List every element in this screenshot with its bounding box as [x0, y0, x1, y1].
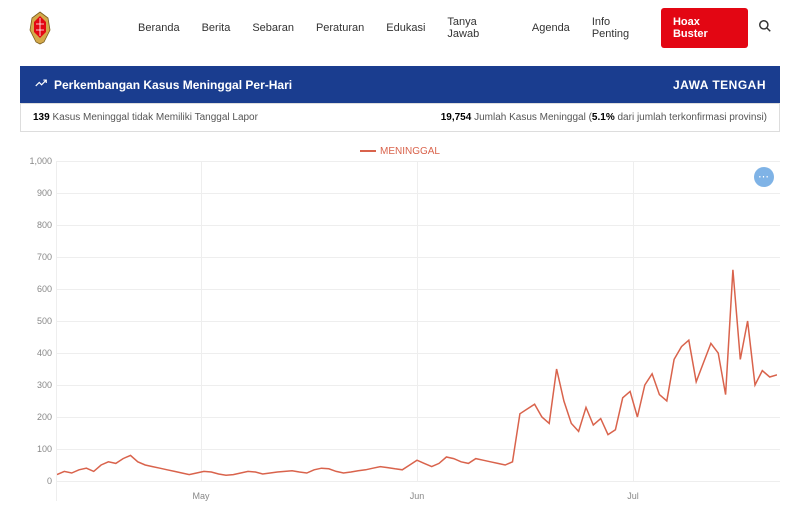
nav-items: Beranda Berita Sebaran Peraturan Edukasi… — [128, 8, 780, 48]
plot-area: 01002003004005006007008009001,000 ⋯ MayJ… — [20, 161, 780, 501]
plot[interactable]: ⋯ MayJunJul — [56, 161, 780, 501]
nav-info-penting[interactable]: Info Penting — [582, 10, 659, 46]
nav-hoax-buster[interactable]: Hoax Buster — [661, 8, 748, 48]
y-tick: 200 — [37, 412, 52, 422]
nav-berita[interactable]: Berita — [192, 16, 241, 40]
legend-swatch — [360, 150, 376, 152]
info-right-count: 19,754 — [441, 112, 472, 123]
series-line — [57, 270, 777, 475]
info-left: 139 Kasus Meninggal tidak Memiliki Tangg… — [21, 104, 429, 131]
y-tick: 800 — [37, 220, 52, 230]
y-tick: 100 — [37, 444, 52, 454]
info-right: 19,754 Jumlah Kasus Meninggal (5.1% dari… — [429, 104, 779, 131]
chart-line-svg — [57, 161, 777, 501]
y-tick: 900 — [37, 188, 52, 198]
y-axis: 01002003004005006007008009001,000 — [20, 161, 56, 501]
chart-title: Perkembangan Kasus Meninggal Per-Hari — [54, 78, 292, 92]
y-tick: 500 — [37, 316, 52, 326]
search-icon[interactable] — [750, 13, 780, 44]
y-tick: 0 — [47, 476, 52, 486]
y-tick: 400 — [37, 348, 52, 358]
y-tick: 1,000 — [29, 156, 52, 166]
nav-tanya-jawab[interactable]: Tanya Jawab — [437, 10, 519, 46]
info-left-text: Kasus Meninggal tidak Memiliki Tanggal L… — [52, 112, 257, 123]
chart-title-bar: Perkembangan Kasus Meninggal Per-Hari JA… — [20, 66, 780, 103]
chart-container: MENINGGAL 0 100 200 300 400 500 600 700 800 900 1,… — [20, 146, 780, 501]
main-content: Perkembangan Kasus Meninggal Per-Hari JA… — [0, 56, 800, 511]
nav-beranda[interactable]: Beranda — [128, 16, 190, 40]
region-label: JAWA TENGAH — [673, 78, 766, 92]
y-tick: 700 — [37, 252, 52, 262]
y-tick: 600 — [37, 284, 52, 294]
chart-line-icon — [34, 76, 48, 93]
chart-legend: MENINGGAL — [20, 146, 780, 157]
nav-sebaran[interactable]: Sebaran — [242, 16, 304, 40]
info-row: 139 Kasus Meninggal tidak Memiliki Tangg… — [20, 103, 780, 132]
legend-label: MENINGGAL — [380, 146, 440, 157]
info-right-pct: 5.1% — [592, 112, 615, 123]
nav-edukasi[interactable]: Edukasi — [376, 16, 435, 40]
info-right-text-b: dari jumlah terkonfirmasi provinsi) — [615, 112, 767, 123]
site-logo[interactable] — [20, 8, 60, 48]
nav-peraturan[interactable]: Peraturan — [306, 16, 374, 40]
nav-agenda[interactable]: Agenda — [522, 16, 580, 40]
info-left-count: 139 — [33, 112, 50, 123]
y-tick: 300 — [37, 380, 52, 390]
top-navbar: Beranda Berita Sebaran Peraturan Edukasi… — [0, 0, 800, 56]
info-right-text-a: Jumlah Kasus Meninggal ( — [474, 112, 592, 123]
